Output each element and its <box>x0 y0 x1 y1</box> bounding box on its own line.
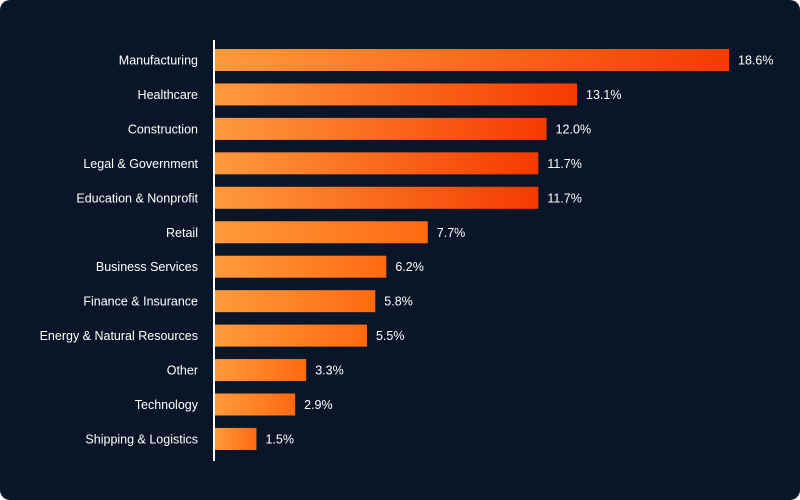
bar-legal-government <box>215 152 539 175</box>
category-label: Business Services <box>96 260 198 274</box>
bar-other <box>215 359 307 382</box>
bar-healthcare <box>215 83 578 106</box>
category-label: Shipping & Logistics <box>85 432 198 446</box>
value-label: 5.8% <box>384 295 413 309</box>
category-label: Legal & Government <box>83 157 198 171</box>
category-label: Technology <box>135 398 199 412</box>
category-label: Manufacturing <box>119 54 198 68</box>
category-label: Education & Nonprofit <box>76 191 198 205</box>
value-label: 6.2% <box>395 260 424 274</box>
category-label: Other <box>167 364 198 378</box>
value-label: 7.7% <box>437 226 466 240</box>
bar-energy-natural-resources <box>215 324 367 347</box>
value-label: 1.5% <box>265 432 294 446</box>
category-label: Construction <box>128 122 198 136</box>
value-label: 12.0% <box>556 122 591 136</box>
value-label: 18.6% <box>738 54 773 68</box>
category-label: Healthcare <box>138 88 198 102</box>
bar-technology <box>215 393 296 416</box>
bar-construction <box>215 117 547 140</box>
bars-layer <box>215 49 729 450</box>
bar-manufacturing <box>215 49 729 71</box>
bar-finance-insurance <box>215 290 376 313</box>
bar-business-services <box>215 255 387 278</box>
bar-shipping-logistics <box>215 427 257 450</box>
value-label: 13.1% <box>586 88 621 102</box>
bar-retail <box>215 221 428 244</box>
labels-layer: Manufacturing 18.6% Healthcare 13.1% Constru… <box>40 54 774 447</box>
value-label: 11.7% <box>547 157 582 171</box>
value-label: 11.7% <box>547 191 582 205</box>
bar-education-nonprofit <box>215 186 539 209</box>
value-label: 2.9% <box>304 398 333 412</box>
category-label: Energy & Natural Resources <box>40 329 198 343</box>
value-label: 5.5% <box>376 329 405 343</box>
value-label: 3.3% <box>315 364 344 378</box>
category-label: Finance & Insurance <box>83 295 198 309</box>
category-label: Retail <box>166 226 198 240</box>
